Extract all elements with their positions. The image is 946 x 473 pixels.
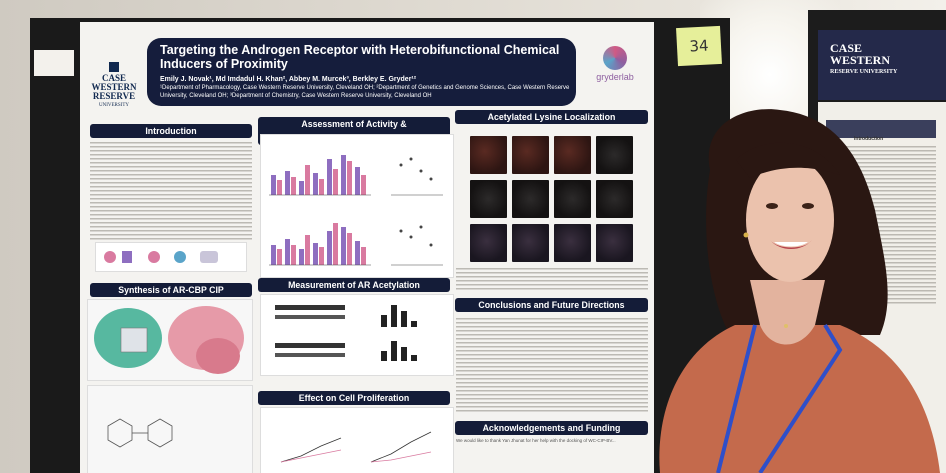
cwru-logo: CASE WESTERN RESERVE UNIVERSITY: [86, 62, 142, 120]
bar-charts: [269, 155, 443, 266]
collar-skin: [760, 325, 815, 345]
poster-affiliations: ¹Department of Pharmacology, Case Wester…: [160, 85, 570, 99]
poster-title: Targeting the Androgen Receptor with Het…: [160, 43, 560, 71]
conclusions-text: [456, 318, 648, 414]
microscopy-tile: [554, 224, 591, 262]
board-tag: [34, 50, 74, 76]
earring: [743, 232, 749, 238]
microscopy-tile: [470, 136, 507, 174]
intro-figure: [95, 242, 247, 272]
microscopy-caption: [456, 268, 648, 290]
microscopy-tile: [470, 180, 507, 218]
assessment-figure: [260, 134, 454, 278]
microscopy-tile: [512, 224, 549, 262]
microscopy-tile: [554, 136, 591, 174]
presenter: [659, 109, 940, 473]
introduction-text: [90, 142, 252, 240]
sticky-note: 34: [676, 25, 722, 67]
background-poster-logo: CASE WESTERN RESERVE UNIVERSITY: [830, 41, 898, 75]
intro-diagram: [104, 251, 218, 263]
microscopy-tile: [512, 136, 549, 174]
face: [746, 158, 834, 282]
microscopy-tile: [596, 136, 633, 174]
microscopy-tile: [596, 224, 633, 262]
synthesis-figure: [87, 299, 253, 381]
western-blots: [275, 305, 417, 361]
smile: [770, 240, 812, 249]
acetylation-figure: [260, 294, 454, 376]
growth-curves: [280, 431, 432, 463]
teeth: [774, 242, 808, 247]
neck: [750, 280, 825, 325]
right-eye: [802, 203, 814, 209]
background-poster-section-bar: [826, 120, 936, 138]
section-acknowledgements: Acknowledgements and Funding: [455, 421, 648, 435]
necklace-pendant: [784, 324, 788, 328]
lanyard-right: [758, 323, 843, 473]
poster-authors-block: Emily J. Novak¹, Md Imdadul H. Khan², Ab…: [160, 76, 570, 100]
microscopy-tile: [554, 180, 591, 218]
lanyard-left: [716, 324, 757, 473]
microscopy-tile: [470, 224, 507, 262]
title-bar: [147, 38, 576, 106]
section-acetylated: Acetylated Lysine Localization: [455, 110, 648, 124]
left-eye: [766, 203, 778, 209]
proliferation-figure: [260, 407, 454, 473]
sweater: [659, 325, 940, 473]
gryderlab-logo: gryderlab: [587, 46, 643, 82]
gryderlab-emblem-icon: [603, 46, 627, 70]
hair-fringe: [736, 142, 840, 178]
section-proliferation: Effect on Cell Proliferation: [258, 391, 450, 405]
section-synthesis: Synthesis of AR-CBP CIP: [90, 283, 252, 297]
chemical-structure: [107, 418, 173, 448]
microscopy-tile: [596, 180, 633, 218]
section-measurement: Measurement of AR Acetylation: [258, 278, 450, 292]
background-poster-header: CASE WESTERN RESERVE UNIVERSITY: [818, 30, 946, 100]
poster-authors: Emily J. Novak¹, Md Imdadul H. Khan², Ab…: [160, 76, 417, 83]
acknowledgements-text: We would like to thank Yan Jhunat for he…: [456, 438, 616, 443]
chemical-structure-figure: [87, 385, 253, 473]
section-conclusions: Conclusions and Future Directions: [455, 298, 648, 312]
microscopy-tile: [512, 180, 549, 218]
background-poster-section-label: Introduction: [854, 136, 884, 142]
protein-structures: [94, 306, 244, 374]
cwru-emblem-icon: [109, 62, 119, 72]
section-introduction: Introduction: [90, 124, 252, 138]
